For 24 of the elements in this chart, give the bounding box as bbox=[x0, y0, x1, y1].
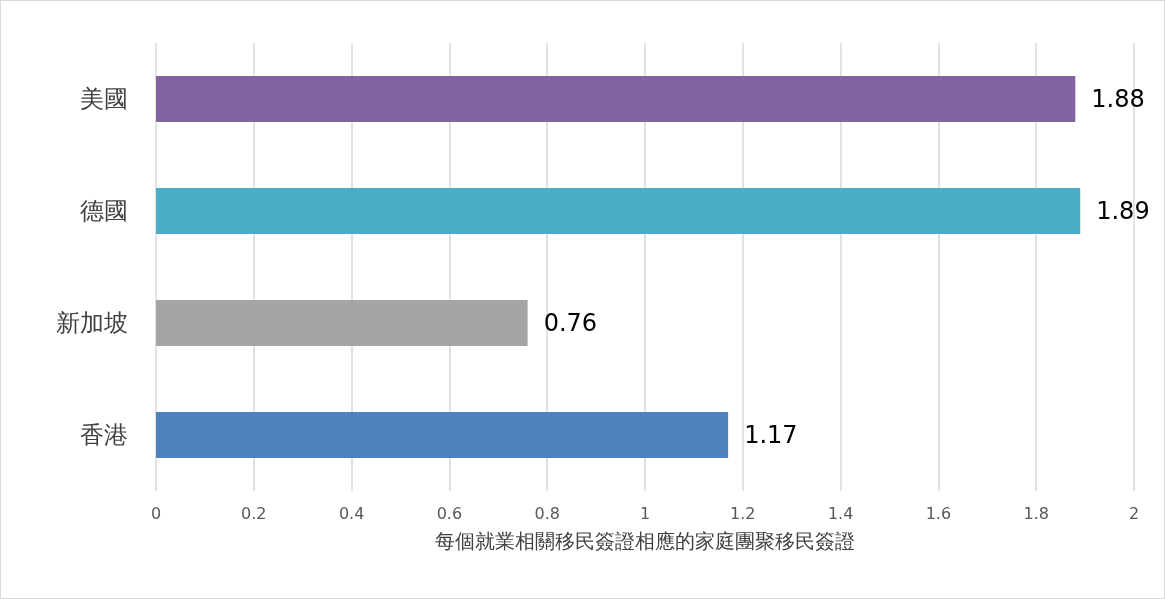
bar bbox=[156, 412, 729, 458]
x-axis-title: 每個就業相關移民簽證相應的家庭團聚移民簽證 bbox=[435, 529, 855, 553]
bar bbox=[156, 188, 1081, 234]
data-label: 1.89 bbox=[1096, 197, 1150, 225]
data-label: 1.88 bbox=[1091, 85, 1145, 113]
y-tick-label: 新加坡 bbox=[56, 309, 128, 337]
x-tick-label: 1.4 bbox=[827, 503, 854, 523]
bar bbox=[156, 300, 528, 346]
x-tick-label: 1.2 bbox=[730, 503, 756, 523]
x-tick-label: 1.6 bbox=[925, 503, 952, 523]
y-tick-label: 美國 bbox=[80, 85, 128, 113]
x-tick-label: 1.8 bbox=[1023, 503, 1049, 523]
bar bbox=[156, 76, 1076, 122]
data-label: 1.17 bbox=[744, 421, 798, 449]
y-tick-label: 香港 bbox=[80, 421, 128, 449]
data-label: 0.76 bbox=[543, 309, 598, 337]
x-tick-label: 0 bbox=[150, 503, 162, 523]
x-tick-label: 0.2 bbox=[241, 503, 267, 523]
x-tick-label: 0.4 bbox=[338, 503, 365, 523]
x-tick-label: 0.6 bbox=[436, 503, 463, 523]
x-tick-label: 1 bbox=[639, 503, 651, 523]
y-tick-label: 德國 bbox=[80, 197, 128, 225]
x-tick-label: 0.8 bbox=[534, 503, 560, 523]
x-tick-label: 2 bbox=[1128, 503, 1140, 523]
